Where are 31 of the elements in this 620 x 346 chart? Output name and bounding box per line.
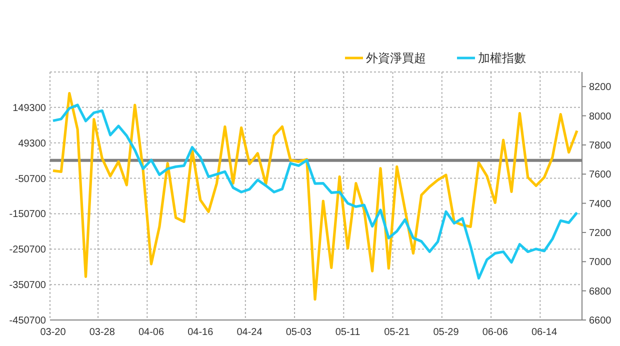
y2-tick-label: 8000 — [589, 111, 612, 122]
y-tick-label: -450700 — [9, 316, 46, 326]
y-tick-label: -350700 — [9, 280, 46, 292]
y2-tick-label: 7800 — [589, 140, 612, 152]
x-tick-label: 06-06 — [482, 327, 508, 338]
x-tick-label: 04-06 — [138, 327, 164, 338]
x-tick-label: 05-11 — [335, 327, 361, 338]
x-tick-label: 05-29 — [433, 327, 460, 338]
y-tick-label: 49300 — [18, 138, 46, 150]
y-tick-label: 149300 — [12, 102, 46, 114]
y-tick-label: -150700 — [9, 209, 46, 220]
y2-tick-label: 7200 — [589, 228, 612, 239]
x-tick-label: 04-24 — [236, 327, 263, 338]
y2-tick-label: 7600 — [589, 170, 612, 181]
y2-tick-label: 7000 — [589, 257, 612, 268]
x-tick-label: 05-21 — [384, 327, 410, 338]
x-tick-label: 03-28 — [89, 327, 116, 338]
y-tick-label: -250700 — [9, 244, 46, 256]
y2-tick-label: 7400 — [589, 198, 612, 210]
line-series — [52, 104, 578, 280]
y-tick-label: -50700 — [14, 174, 46, 185]
legend-label: 外資淨買超 — [366, 51, 426, 66]
legend-label: 加權指數 — [478, 51, 526, 66]
x-tick-label: 03-20 — [40, 327, 66, 338]
y2-tick-label: 6800 — [589, 286, 612, 298]
x-tick-label: 05-03 — [286, 327, 312, 338]
x-tick-label: 04-16 — [188, 327, 214, 338]
y2-tick-label: 8200 — [589, 82, 612, 94]
line-series — [52, 92, 578, 301]
x-tick-label: 06-14 — [531, 327, 558, 338]
y2-tick-label: 6600 — [589, 316, 612, 326]
